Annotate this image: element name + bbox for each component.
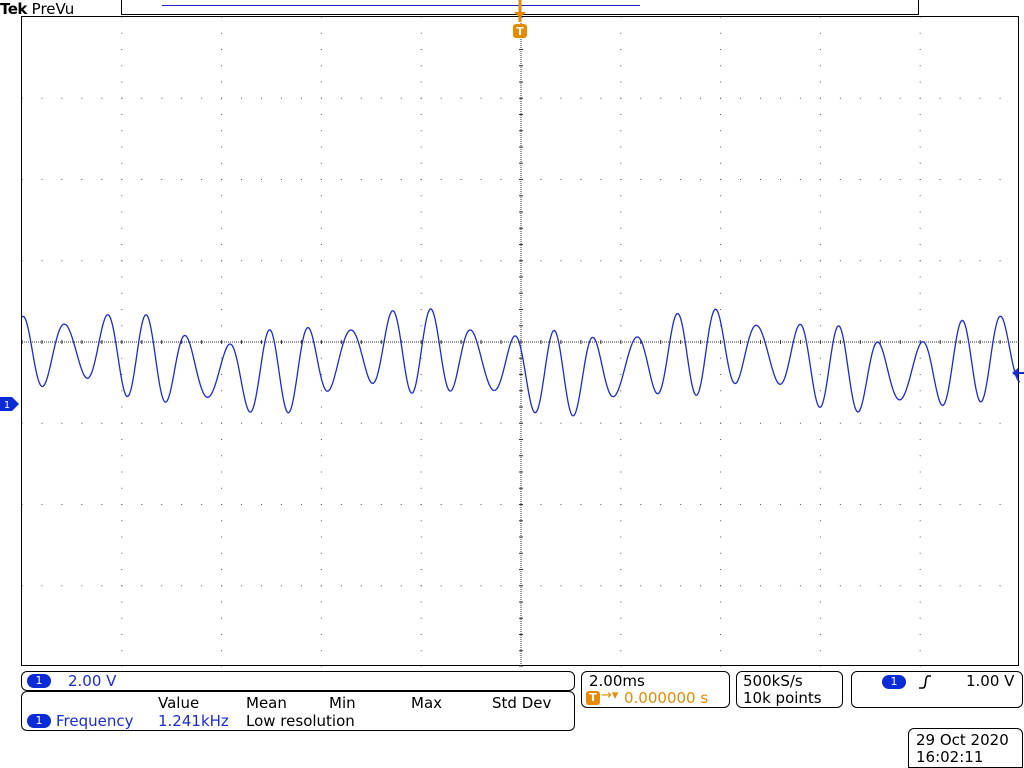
measurement-panel[interactable]: Value Mean Min Max Std Dev 1 Frequency 1…	[21, 691, 575, 731]
trigger-marker-label: T	[516, 25, 524, 38]
trigger-marker-badge	[513, 24, 527, 38]
timebase-readout[interactable]: 2.00ms T →▾ 0.000000 s	[581, 671, 730, 708]
timebase-scale: 2.00ms	[589, 672, 645, 690]
graticule-grid	[22, 17, 1001, 667]
trigger-level-marker[interactable]	[1010, 366, 1024, 380]
measurement-header-mean: Mean	[246, 694, 287, 712]
measurement-channel-badge: 1	[27, 714, 51, 728]
measurement-header-value: Value	[158, 694, 200, 712]
channel1-scale: 2.00 V	[68, 672, 117, 690]
sample-rate: 500kS/s	[743, 672, 803, 690]
acquisition-readout[interactable]: 500kS/s 10k points	[736, 671, 843, 708]
trigger-level: 1.00 V	[966, 672, 1015, 690]
graticule-center-axes	[22, 17, 1019, 667]
date: 29 Oct 2020	[916, 731, 1009, 749]
measurement-header-std-dev: Std Dev	[492, 694, 552, 712]
time: 16:02:11	[916, 748, 984, 766]
graticule[interactable]	[21, 16, 1020, 667]
measurement-name: Frequency	[56, 712, 134, 730]
trigger-position-marker[interactable]: T	[510, 0, 530, 40]
channel1-ground-label: 1	[4, 400, 10, 411]
brand-name: Tek	[0, 0, 27, 18]
channel1-ground-marker[interactable]: 1	[0, 397, 20, 411]
channel1-waveform	[22, 308, 1020, 417]
rising-edge-icon	[919, 675, 931, 689]
record-length: 10k points	[743, 689, 822, 707]
trigger-position-badge: T	[586, 691, 600, 705]
brand-label: Tek PreVu	[0, 0, 74, 18]
acquisition-mode: PreVu	[31, 0, 75, 18]
trigger-level-arrow-icon	[1012, 368, 1024, 378]
trigger-position-arrow-icon: →▾	[601, 688, 619, 703]
trigger-readout[interactable]: 1 1.00 V	[851, 671, 1023, 708]
datetime-readout: 29 Oct 2020 16:02:11	[908, 728, 1023, 768]
trigger-marker-stem	[518, 0, 522, 22]
record-view-window	[162, 5, 640, 6]
channel1-badge: 1	[27, 674, 51, 688]
channel1-scale-readout[interactable]: 1 2.00 V	[21, 671, 575, 691]
measurement-value: 1.241kHz	[158, 712, 229, 730]
channel1-ground-arrow-icon	[0, 397, 19, 411]
waveform-display	[22, 17, 1020, 667]
measurement-note: Low resolution	[246, 712, 355, 730]
measurement-header-min: Min	[329, 694, 356, 712]
measurement-header-max: Max	[411, 694, 443, 712]
trigger-source-badge: 1	[882, 675, 906, 689]
trigger-position-value: 0.000000 s	[624, 689, 709, 707]
trigger-marker-arrow-icon	[514, 12, 526, 18]
